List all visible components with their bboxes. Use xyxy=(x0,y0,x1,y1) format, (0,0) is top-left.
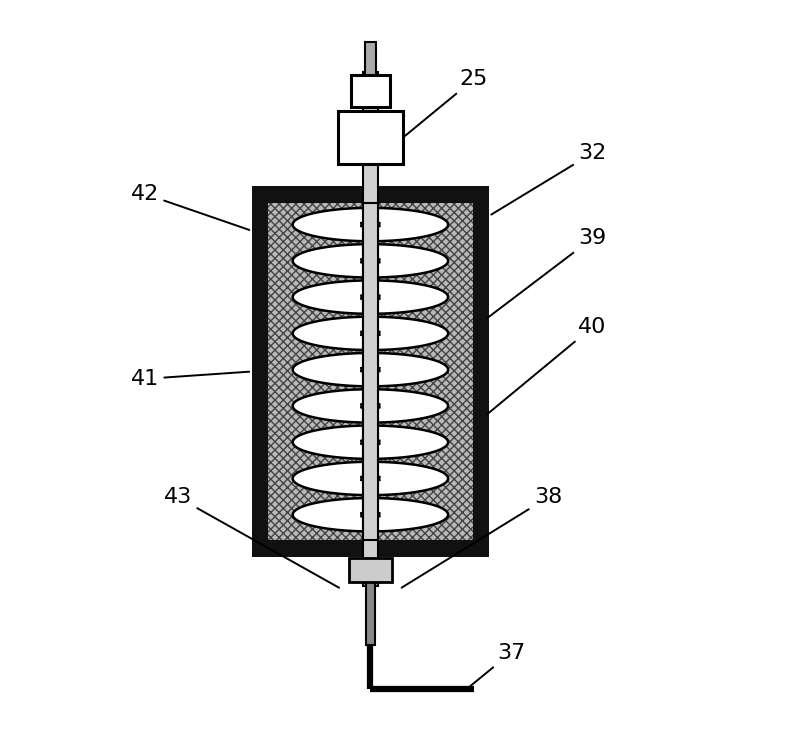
Bar xyxy=(366,42,375,75)
Bar xyxy=(349,558,392,582)
Text: 38: 38 xyxy=(402,487,562,588)
Polygon shape xyxy=(293,280,370,314)
Polygon shape xyxy=(293,426,370,459)
Polygon shape xyxy=(370,426,448,459)
Polygon shape xyxy=(370,244,448,278)
Bar xyxy=(338,111,403,164)
Polygon shape xyxy=(370,462,448,495)
Text: 41: 41 xyxy=(130,369,249,389)
Text: 39: 39 xyxy=(487,228,606,318)
Text: 25: 25 xyxy=(405,69,488,136)
Polygon shape xyxy=(293,244,370,278)
Polygon shape xyxy=(370,389,448,423)
Bar xyxy=(351,75,390,106)
Text: 42: 42 xyxy=(130,184,250,230)
Polygon shape xyxy=(370,498,448,531)
Bar xyxy=(268,203,473,540)
Polygon shape xyxy=(293,353,370,386)
Bar xyxy=(363,72,378,586)
Polygon shape xyxy=(293,317,370,350)
Bar xyxy=(252,186,489,557)
Polygon shape xyxy=(370,353,448,386)
Text: 37: 37 xyxy=(469,643,525,687)
Polygon shape xyxy=(293,498,370,531)
Polygon shape xyxy=(293,389,370,423)
Polygon shape xyxy=(293,462,370,495)
Polygon shape xyxy=(370,317,448,350)
Polygon shape xyxy=(370,280,448,314)
Bar xyxy=(363,203,378,540)
Text: 43: 43 xyxy=(164,487,339,588)
Polygon shape xyxy=(370,208,448,241)
Text: 40: 40 xyxy=(487,317,606,414)
Bar xyxy=(366,582,375,645)
Polygon shape xyxy=(293,208,370,241)
Text: 32: 32 xyxy=(491,143,606,215)
Bar xyxy=(268,203,473,540)
